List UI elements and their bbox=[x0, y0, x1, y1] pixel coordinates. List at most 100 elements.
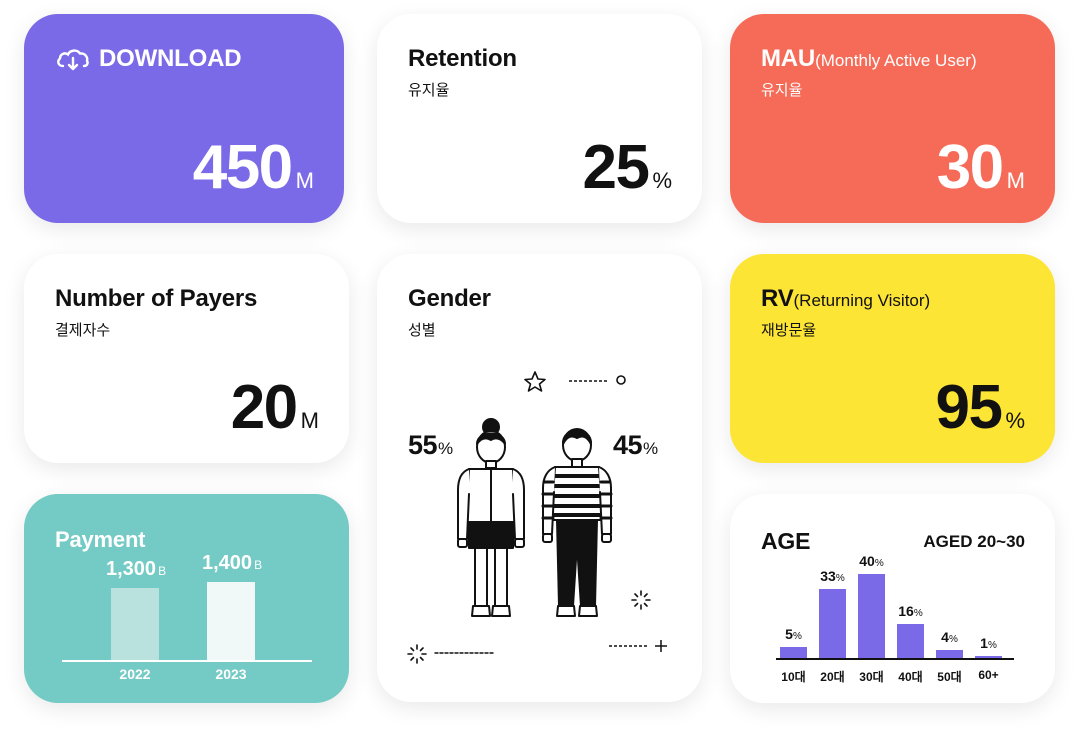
download-card: DOWNLOAD 450 M bbox=[24, 14, 344, 223]
age-value-number: 16 bbox=[898, 603, 914, 619]
gender-card: Gender 성별 55 % 45 % bbox=[377, 254, 702, 702]
age-value-label: 40% bbox=[852, 553, 892, 569]
sparkle-left-icon bbox=[407, 644, 494, 664]
age-value-number: 5 bbox=[785, 626, 793, 642]
age-value-unit: % bbox=[948, 634, 958, 645]
male-percent-value: 45 bbox=[613, 430, 643, 460]
rv-title: RV(Returning Visitor) bbox=[761, 285, 930, 313]
age-note: AGED 20~30 bbox=[923, 532, 1025, 551]
payment-title: Payment bbox=[55, 527, 146, 552]
download-number: 450 bbox=[192, 133, 293, 202]
age-value-number: 4 bbox=[941, 629, 949, 645]
gender-illustration bbox=[407, 371, 667, 664]
payment-year-2022: 2022 bbox=[119, 666, 151, 682]
rv-title-text: RV bbox=[761, 285, 794, 312]
male-percent: 45 % bbox=[613, 430, 658, 461]
mau-title-extra: (Monthly Active User) bbox=[815, 51, 977, 70]
gender-subtitle: 성별 bbox=[408, 322, 436, 339]
retention-card: Retention 유지율 25 % bbox=[377, 14, 702, 223]
payment-value-2022: 1,300 B bbox=[106, 558, 166, 581]
age-value-unit: % bbox=[835, 573, 845, 584]
payers-number: 20 bbox=[230, 373, 298, 442]
age-card: AGE AGED 20~30 5% 10대 33% 20대 40% 30대 16% 40대 4%… bbox=[730, 494, 1055, 703]
payment-value-number: 1,400 bbox=[202, 552, 253, 574]
female-percent: 55 % bbox=[408, 430, 453, 461]
age-value-unit: % bbox=[987, 640, 997, 651]
gender-title: Gender bbox=[408, 285, 491, 312]
age-bar bbox=[780, 647, 807, 658]
mau-card: MAU(Monthly Active User) 유지율 30 M bbox=[730, 14, 1055, 223]
age-value-unit: % bbox=[792, 631, 802, 642]
age-value-number: 40 bbox=[859, 553, 875, 569]
age-chart: 5% 10대 33% 20대 40% 30대 16% 40대 4% 50대 1% 60+ bbox=[730, 494, 1055, 703]
rv-card: RV(Returning Visitor) 재방문율 95 % bbox=[730, 254, 1055, 463]
male-percent-unit: % bbox=[643, 439, 659, 458]
female-figure bbox=[457, 418, 525, 617]
payers-subtitle: 결제자수 bbox=[55, 322, 111, 339]
dashed-line-plus-icon bbox=[609, 640, 667, 652]
retention-subtitle: 유지율 bbox=[408, 82, 450, 99]
age-category-label: 30대 bbox=[859, 670, 884, 684]
age-category-label: 60+ bbox=[978, 668, 999, 682]
mau-title: MAU(Monthly Active User) bbox=[761, 45, 977, 73]
age-bar bbox=[819, 589, 846, 658]
age-value-label: 16% bbox=[891, 603, 931, 619]
age-bar bbox=[897, 624, 924, 658]
download-title: DOWNLOAD bbox=[55, 45, 242, 73]
male-figure bbox=[541, 428, 613, 617]
age-category-label: 40대 bbox=[898, 670, 923, 684]
mau-number: 30 bbox=[936, 133, 1004, 202]
age-bar bbox=[975, 656, 1002, 658]
age-value-unit: % bbox=[913, 608, 923, 619]
rv-number: 95 bbox=[935, 373, 1002, 442]
age-category-label: 10대 bbox=[781, 670, 806, 684]
download-value: 450 M bbox=[193, 137, 314, 199]
payment-bar-2022 bbox=[111, 588, 159, 660]
download-title-text: DOWNLOAD bbox=[99, 45, 242, 72]
sparkle-right-icon bbox=[631, 590, 651, 610]
payers-unit: M bbox=[300, 408, 319, 433]
age-bar bbox=[858, 574, 885, 658]
payment-year-2023: 2023 bbox=[215, 666, 247, 682]
retention-number: 25 bbox=[582, 133, 649, 202]
age-value-label: 5% bbox=[774, 626, 814, 642]
rv-unit: % bbox=[1005, 408, 1025, 433]
payment-value-number: 1,300 bbox=[106, 558, 157, 580]
age-bar bbox=[936, 650, 963, 658]
star-icon bbox=[524, 371, 546, 392]
payment-card: Payment 1,300 B 2022 1,400 B 2023 bbox=[24, 494, 349, 703]
download-unit: M bbox=[295, 168, 314, 193]
payment-value-unit: B bbox=[158, 564, 167, 578]
age-value-number: 33 bbox=[820, 568, 836, 584]
cloud-download-icon bbox=[57, 49, 89, 71]
age-value-number: 1 bbox=[980, 635, 988, 651]
age-category-label: 20대 bbox=[820, 670, 845, 684]
mau-unit: M bbox=[1006, 168, 1025, 193]
rv-subtitle: 재방문율 bbox=[761, 322, 817, 339]
payment-value-2023: 1,400 B bbox=[202, 552, 262, 575]
dashed-line-circle-icon bbox=[569, 375, 626, 385]
rv-value: 95 % bbox=[935, 377, 1025, 439]
mau-subtitle: 유지율 bbox=[761, 82, 803, 99]
payment-value-unit: B bbox=[254, 558, 263, 572]
female-percent-unit: % bbox=[438, 439, 454, 458]
mau-title-text: MAU bbox=[761, 45, 816, 72]
payment-bar-2023 bbox=[207, 582, 255, 660]
payment-chart: 1,300 B 2022 1,400 B 2023 bbox=[24, 494, 349, 703]
female-percent-value: 55 bbox=[408, 430, 438, 460]
mau-value: 30 M bbox=[937, 137, 1025, 199]
payers-card: Number of Payers 결제자수 20 M bbox=[24, 254, 349, 463]
retention-value: 25 % bbox=[582, 137, 672, 199]
age-value-label: 33% bbox=[813, 568, 853, 584]
payers-title: Number of Payers bbox=[55, 285, 258, 312]
rv-title-extra: (Returning Visitor) bbox=[793, 291, 931, 310]
payment-baseline bbox=[62, 660, 312, 662]
age-baseline bbox=[776, 658, 1014, 660]
retention-title: Retention bbox=[408, 45, 517, 72]
age-value-unit: % bbox=[874, 558, 884, 569]
payers-value: 20 M bbox=[231, 377, 319, 439]
age-category-label: 50대 bbox=[937, 670, 962, 684]
retention-unit: % bbox=[652, 168, 672, 193]
age-title: AGE bbox=[761, 528, 811, 554]
age-value-label: 4% bbox=[930, 629, 970, 645]
